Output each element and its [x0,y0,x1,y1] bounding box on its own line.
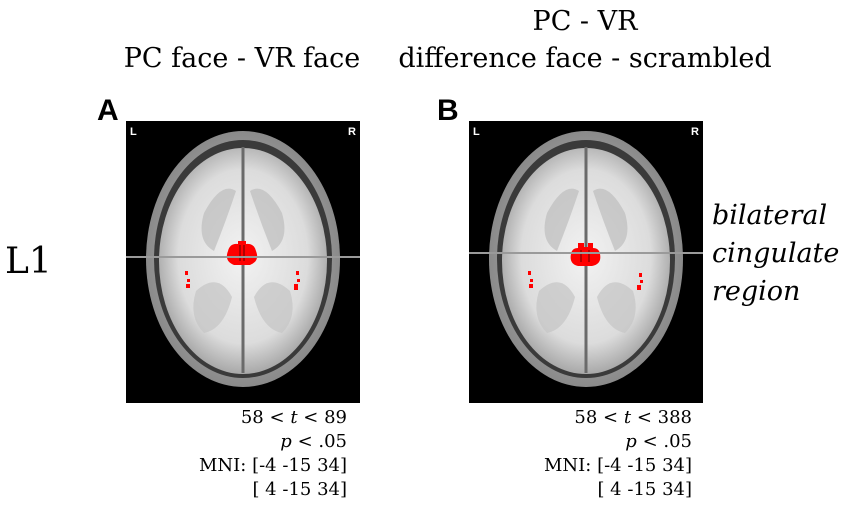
mni-coord-1: MNI: [-4 -15 34] [544,455,692,476]
panel-a-stats: 58 < t < 89 p < .05 MNI: [-4 -15 34] [ 4… [199,406,347,502]
crosshair-line-b [469,252,703,254]
left-activation-spot [185,271,190,288]
panel-a-title: PC face - VR face [123,43,361,74]
p-value: p < .05 [280,431,347,452]
right-hemisphere-marker: R [691,126,699,138]
cingulate-activation-blob [570,243,601,266]
region-label-line3: region [712,276,801,307]
row-label: L1 [5,241,52,282]
brain-slice-b: L R [469,121,703,403]
panel-b-title-line2: difference face - scrambled [398,43,772,74]
panel-a-letter: A [97,94,119,127]
right-hemisphere-marker: R [348,126,356,138]
mni-coord-2: [ 4 -15 34] [252,479,347,500]
right-activation-spot [294,271,300,290]
mni-coord-1: MNI: [-4 -15 34] [199,455,347,476]
region-label-line1: bilateral [712,200,828,231]
crosshair-line-a [126,256,360,258]
panel-b-title-line1: PC - VR [532,6,638,37]
brain-slice-a-image [146,131,340,387]
p-value: p < .05 [625,431,692,452]
region-label-line2: cingulate [712,238,840,269]
region-label: bilateral cingulate region [712,197,839,311]
brain-slice-a: L R [126,121,360,403]
t-range: 58 < t < 89 [240,407,347,428]
mni-coord-2: [ 4 -15 34] [597,479,692,500]
cingulate-activation-blob [226,241,258,265]
panel-b-letter: B [437,94,459,127]
panel-b-stats: 58 < t < 388 p < .05 MNI: [-4 -15 34] [ … [544,406,692,502]
right-activation-spot [637,273,643,290]
left-activation-spot [528,271,533,288]
t-range: 58 < t < 388 [574,407,692,428]
left-hemisphere-marker: L [473,126,480,138]
left-hemisphere-marker: L [130,126,137,138]
